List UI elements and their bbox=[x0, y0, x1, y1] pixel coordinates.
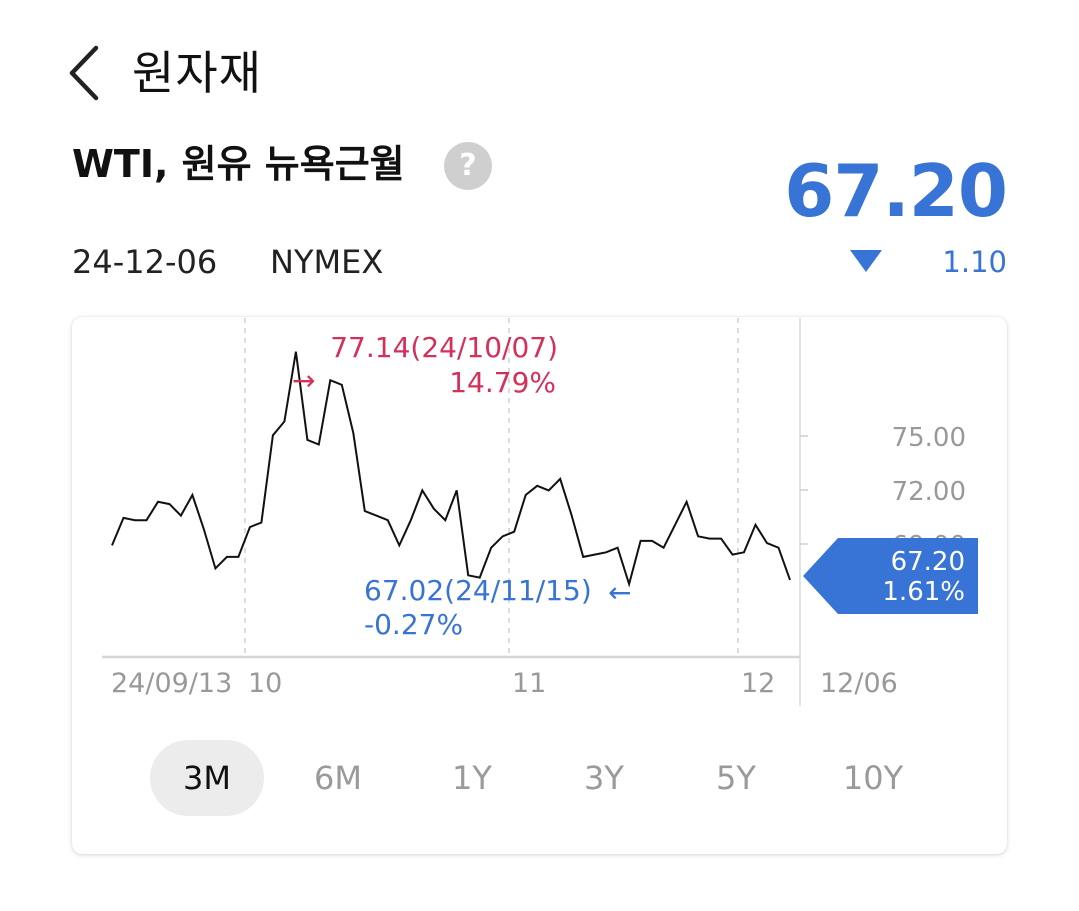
price-change: 1.10 bbox=[942, 245, 1007, 279]
back-button[interactable] bbox=[58, 40, 118, 106]
header-bar: 원자재 bbox=[0, 0, 1079, 130]
down-triangle-icon bbox=[850, 250, 882, 272]
range-tabs: 3M 6M 1Y 3Y 5Y 10Y bbox=[150, 740, 940, 816]
range-tab-1y[interactable]: 1Y bbox=[452, 759, 492, 797]
range-tab-6m[interactable]: 6M bbox=[314, 759, 362, 797]
range-tab-5y[interactable]: 5Y bbox=[716, 759, 756, 797]
instrument-name: WTI, 원유 뉴욕근월 bbox=[72, 142, 405, 186]
range-tab-3m[interactable]: 3M bbox=[150, 740, 264, 816]
question-icon[interactable]: ? bbox=[444, 142, 492, 190]
range-tab-10y[interactable]: 10Y bbox=[842, 759, 904, 797]
exchange-name: NYMEX bbox=[270, 243, 384, 281]
quote-date: 24-12-06 bbox=[72, 243, 218, 281]
page-title: 원자재 bbox=[132, 46, 262, 100]
current-price: 67.20 bbox=[784, 149, 1008, 233]
range-tab-3y[interactable]: 3Y bbox=[584, 759, 624, 797]
chevron-left-icon bbox=[69, 45, 99, 101]
